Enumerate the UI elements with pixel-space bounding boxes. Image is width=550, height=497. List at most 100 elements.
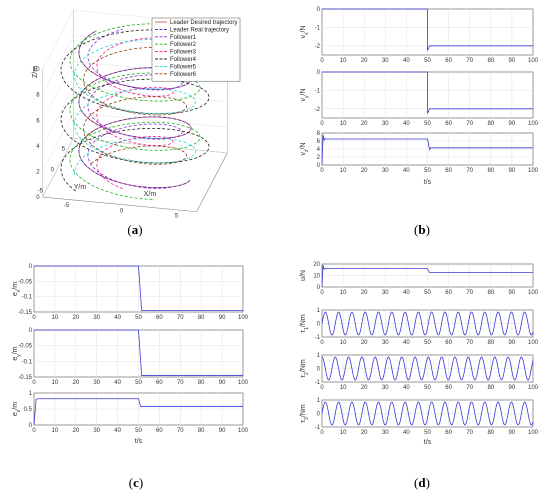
panel-d-sub2-xtick-6: 60 <box>445 340 452 346</box>
panel-d-sub4-xtick-2: 20 <box>361 430 368 436</box>
panel-d-sub2-ylabel: τ1/Nm <box>300 314 310 333</box>
panel-c-sub1-ytick-3: -0.15 <box>18 310 32 316</box>
panel-d-sub4-xtick-3: 30 <box>382 430 389 436</box>
panel-d-sub3-series-line <box>321 356 534 381</box>
panel-a-series-1-line <box>78 30 192 189</box>
panel-d-sub1-xtick-1: 10 <box>340 290 347 296</box>
panel-d-sub3-xtick-1: 10 <box>340 385 347 391</box>
panel-d-sub4-xtick-5: 50 <box>424 430 431 436</box>
panel-c-sub3-xtick-0: 0 <box>32 428 36 434</box>
panel-c-sub2-ylabel: ey/m <box>12 346 22 360</box>
panel-c-sub3-ytick-1: 0.5 <box>24 407 33 413</box>
panel-a-series-3-line <box>69 23 201 200</box>
panel-b-sub3-ylabel: vz/N <box>300 143 310 156</box>
panel-b-sub1-xtick-2: 20 <box>361 58 368 64</box>
panel-d-sub2-xtick-0: 0 <box>320 340 324 346</box>
panel-a-legend-label-2: Follower1 <box>170 35 197 41</box>
panel-c-sub3-ylabel: ez/m <box>12 402 22 416</box>
panel-c-sub2-xtick-3: 30 <box>93 380 100 386</box>
panel-b-sub1-xtick-1: 10 <box>340 58 347 64</box>
caption-c-letter: c <box>133 475 139 490</box>
panel-a-series-2-line <box>87 28 183 189</box>
caption-c: (c) <box>129 475 143 490</box>
panel-a-legend-label-6: Follower5 <box>170 64 197 70</box>
panel-b-sub3-xtick-8: 80 <box>487 168 494 174</box>
panel-c-sub2-xtick-9: 90 <box>219 380 226 386</box>
panel-c-sub2-xtick-7: 70 <box>177 380 184 386</box>
panel-d-sub3-xtick-8: 80 <box>487 385 494 391</box>
panel-b-sub3-xtick-3: 30 <box>382 168 389 174</box>
caption-d-letter: d <box>418 475 426 490</box>
panel-c-sub2-ytick-0: 0 <box>29 328 33 334</box>
panel-b-sub2-xtick-8: 80 <box>487 121 494 127</box>
panel-c-sub2-xtick-5: 50 <box>135 380 142 386</box>
panel-d-sub4-xtick-7: 70 <box>466 430 473 436</box>
panel-b-sub1-xtick-5: 50 <box>424 58 431 64</box>
panel-d-sub4-xtick-4: 40 <box>403 430 410 436</box>
panel-d-sub1-xtick-2: 20 <box>361 290 368 296</box>
panel-a-xtick-2: 5 <box>175 214 179 220</box>
panel-d-sub3-ytick-0: -1 <box>315 380 321 386</box>
panel-c-sub1-xtick-10: 100 <box>238 315 249 321</box>
panel-a-floor-edge-2 <box>42 196 197 213</box>
panel-d-sub1-ytick-2: 20 <box>313 262 320 268</box>
panel-b-sub1-xtick-6: 60 <box>445 58 452 64</box>
panel-d-sub2-xtick-7: 70 <box>466 340 473 346</box>
panel-c-sub3-xtick-8: 80 <box>198 428 205 434</box>
panel-b-sub3-ytick-2: 4 <box>317 147 321 153</box>
panel-a-legend-label-5: Follower4 <box>170 57 197 63</box>
panel-c-sub2-xtick-1: 10 <box>52 380 59 386</box>
panel-b-sub1-xtick-9: 90 <box>509 58 516 64</box>
panel-c-sub1-series-line <box>34 265 243 311</box>
panel-d-sub3-xtick-3: 30 <box>382 385 389 391</box>
panel-a-xtick-1: 0 <box>120 208 124 214</box>
panel-b-sub3-xtick-2: 20 <box>361 168 368 174</box>
panel-d-sub4-xtick-0: 0 <box>320 430 324 436</box>
panel-c-sub2-xtick-4: 40 <box>114 380 121 386</box>
panel-b-sub2-xtick-3: 30 <box>382 121 389 127</box>
panel-a-legend-box <box>151 17 241 82</box>
panel-b-sub3-ytick-3: 6 <box>317 139 321 145</box>
panel-c-sub3-xtick-1: 10 <box>52 428 59 434</box>
panel-a-series-4-line <box>96 37 174 190</box>
panel-b-sub1-ytick-2: -2 <box>315 44 321 50</box>
caption-a-letter: a <box>132 222 139 237</box>
panel-d-sub4-xtick-10: 100 <box>528 430 539 436</box>
panel-c-sub1-xtick-2: 20 <box>72 315 79 321</box>
panel-b-sub3-ytick-0: 0 <box>317 163 321 169</box>
panel-d-xlabel: t/s <box>424 439 432 446</box>
panel-c-sub3-xtick-2: 20 <box>72 428 79 434</box>
panel-a-ztick-0: 0 <box>36 195 40 201</box>
panel-a-zgrid-side-1 <box>42 112 74 172</box>
caption-d: (d) <box>414 475 430 490</box>
caption-b-letter: b <box>418 222 425 237</box>
panel-c-sub3-xtick-10: 100 <box>238 428 249 434</box>
panel-c-sub1-xtick-6: 60 <box>156 315 163 321</box>
panel-a-floor-edge-1 <box>196 152 228 212</box>
panel-b-sub3-xtick-5: 50 <box>424 168 431 174</box>
panel-c-sub2-xtick-10: 100 <box>238 380 249 386</box>
panel-d-sub3-xtick-0: 0 <box>320 385 324 391</box>
panel-b-sub3-xtick-0: 0 <box>320 168 324 174</box>
panel-c-sub2-ytick-2: -0.1 <box>22 359 33 365</box>
panel-c-sub1-xtick-0: 0 <box>32 315 36 321</box>
panel-b-sub1-xtick-10: 100 <box>528 58 539 64</box>
panel-c-sub2-ytick-3: -0.15 <box>18 375 32 381</box>
panel-d-sub2-xtick-2: 20 <box>361 340 368 346</box>
panel-a-legend-label-0: Leader Desired trajectory <box>170 20 237 26</box>
panel-d-sub2-series-line <box>321 311 534 336</box>
panel-b-sub3-xtick-6: 60 <box>445 168 452 174</box>
panel-d-sub3-xtick-6: 60 <box>445 385 452 391</box>
panel-a-zgrid-side-2 <box>42 86 74 146</box>
panel-d-sub3-xtick-5: 50 <box>424 385 431 391</box>
panel-d-sub3-ytick-1: 0 <box>317 367 321 373</box>
panel-b-sub2-xtick-4: 40 <box>403 121 410 127</box>
panel-d-sub1-xtick-3: 30 <box>382 290 389 296</box>
panel-b-sub3-xtick-9: 90 <box>509 168 516 174</box>
panel-d-sub1-xtick-4: 40 <box>403 290 410 296</box>
panel-c-sub2-series-line <box>34 329 243 376</box>
panel-c-sub2-xtick-2: 20 <box>72 380 79 386</box>
panel-b-sub2-xtick-6: 60 <box>445 121 452 127</box>
panel-a-ylabel: Y/m <box>74 184 87 191</box>
